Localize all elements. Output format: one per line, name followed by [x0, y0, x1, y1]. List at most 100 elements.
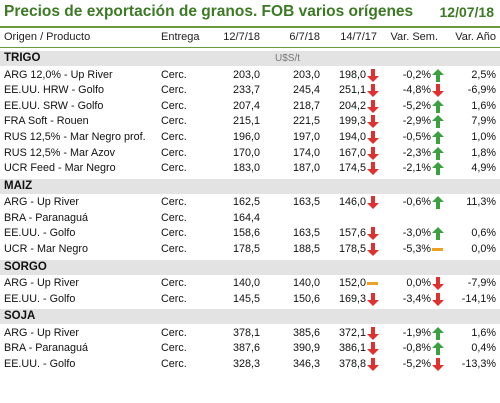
origin-cell: EE.UU. - Golfo — [4, 292, 76, 305]
table-row: EE.UU. HRW - Golfo Cerc. 233,7 245,4 251,1 -4… — [0, 83, 500, 98]
delivery-cell: Cerc. — [161, 243, 187, 255]
arrow-up-icon — [432, 342, 444, 356]
price-date-2: 163,5 — [292, 196, 320, 209]
var-sem-cell: 0,0% — [406, 277, 431, 290]
price-date-3: 378,8 — [338, 358, 366, 370]
price-date-1: 196,0 — [232, 130, 260, 143]
price-date-1: 158,6 — [232, 227, 260, 240]
section-name: SORGO — [4, 260, 47, 273]
origin-cell: RUS 12,5% - Mar Negro prof. — [4, 130, 146, 143]
table-row: ARG - Up River Cerc. 140,0 140,0 152,0 0,0% -7… — [0, 276, 500, 291]
var-sem-cell: -3,0% — [402, 227, 431, 240]
section-header: SOJA — [0, 309, 500, 325]
price-date-3: 152,0 — [338, 277, 366, 290]
col-origin: Origen / Producto — [4, 31, 91, 43]
var-anio-cell: 4,9% — [471, 162, 496, 175]
table-row: BRA - Paranaguá Cerc. 387,6 390,9 386,1 -0,8%… — [0, 341, 500, 356]
origin-cell: BRA - Paranaguá — [4, 342, 89, 355]
origin-cell: EE.UU. - Golfo — [4, 358, 76, 370]
report-header: Precios de exportación de granos. FOB va… — [0, 0, 500, 28]
origin-cell: EE.UU. HRW - Golfo — [4, 84, 104, 97]
var-sem-cell: -4,8% — [402, 84, 431, 97]
price-date-1: 164,4 — [232, 211, 260, 224]
var-anio-cell: 0,4% — [471, 342, 496, 355]
var-sem-cell: -0,5% — [402, 130, 431, 143]
delivery-cell: Cerc. — [161, 358, 187, 370]
var-anio-cell: -6,9% — [467, 84, 496, 97]
section-name: MAIZ — [4, 179, 33, 192]
var-anio-cell: 1,0% — [471, 130, 496, 143]
table-row: BRA - Paranaguá Cerc. 164,4 — [0, 211, 500, 226]
delivery-cell: Cerc. — [161, 99, 187, 112]
table-row: RUS 12,5% - Mar Azov Cerc. 170,0 174,0 167,0… — [0, 146, 500, 161]
origin-cell: ARG 12,0% - Up River — [4, 68, 113, 81]
origin-cell: FRA Soft - Rouen — [4, 115, 89, 128]
delivery-cell: Cerc. — [161, 68, 187, 81]
var-sem-cell: -5,2% — [402, 358, 431, 370]
col-var-anio: Var. Año — [455, 31, 496, 43]
price-date-2: 245,4 — [292, 84, 320, 97]
table-row: EE.UU. - Golfo Cerc. 145,5 150,6 169,3 -3,4% -… — [0, 292, 500, 307]
col-delivery: Entrega — [161, 31, 200, 43]
var-sem-cell: -3,4% — [402, 292, 431, 305]
delivery-cell: Cerc. — [161, 277, 187, 290]
var-sem-cell: -5,3% — [402, 243, 431, 255]
var-sem-cell: -0,6% — [402, 196, 431, 209]
arrow-up-icon — [432, 130, 444, 144]
table-row: ARG - Up River Cerc. 378,1 385,6 372,1 -1,9% 1… — [0, 326, 500, 341]
section-name: SOJA — [4, 310, 36, 323]
price-date-2: 188,5 — [292, 243, 320, 255]
arrow-down-icon — [367, 162, 379, 176]
var-anio-cell: 7,9% — [471, 115, 496, 128]
delivery-cell: Cerc. — [161, 342, 187, 355]
delivery-cell: Cerc. — [161, 326, 187, 339]
price-date-3: 198,0 — [338, 68, 366, 81]
arrow-up-icon — [432, 196, 444, 210]
delivery-cell: Cerc. — [161, 115, 187, 128]
arrow-up-icon — [432, 227, 444, 241]
price-date-3: 146,0 — [338, 196, 366, 209]
col-date-2: 6/7/18 — [289, 31, 320, 43]
section-header: MAIZ — [0, 178, 500, 194]
price-date-2: 150,6 — [292, 292, 320, 305]
price-date-1: 183,0 — [232, 162, 260, 175]
price-date-1: 378,1 — [232, 326, 260, 339]
price-date-1: 328,3 — [232, 358, 260, 370]
origin-cell: RUS 12,5% - Mar Azov — [4, 146, 116, 159]
price-date-3: 169,3 — [338, 292, 366, 305]
price-date-2: 140,0 — [292, 277, 320, 290]
arrow-down-icon — [367, 146, 379, 160]
delivery-cell: Cerc. — [161, 227, 187, 240]
arrow-up-icon — [432, 146, 444, 160]
no-change-icon — [432, 248, 443, 251]
arrow-down-icon — [367, 243, 379, 256]
table-row: ARG - Up River Cerc. 162,5 163,5 146,0 -0,6% 1… — [0, 195, 500, 210]
table-row: EE.UU. - Golfo Cerc. 328,3 346,3 378,8 -5,2% -… — [0, 357, 500, 372]
table-row: EE.UU. - Golfo Cerc. 158,6 163,5 157,6 -3,0% 0… — [0, 226, 500, 241]
arrow-down-icon — [367, 99, 379, 113]
arrow-down-icon — [367, 342, 379, 356]
arrow-down-icon — [367, 326, 379, 340]
price-date-3: 386,1 — [338, 342, 366, 355]
var-sem-cell: -5,2% — [402, 99, 431, 112]
price-date-2: 346,3 — [292, 358, 320, 370]
price-date-1: 145,5 — [232, 292, 260, 305]
var-anio-cell: 2,5% — [471, 68, 496, 81]
price-date-3: 167,0 — [338, 146, 366, 159]
price-date-1: 162,5 — [232, 196, 260, 209]
origin-cell: ARG - Up River — [4, 196, 79, 209]
delivery-cell: Cerc. — [161, 84, 187, 97]
var-anio-cell: -7,9% — [467, 277, 496, 290]
arrow-up-icon — [432, 326, 444, 340]
report-title: Precios de exportación de granos. FOB va… — [4, 3, 414, 20]
table-row: ARG 12,0% - Up River Cerc. 203,0 203,0 198,0… — [0, 68, 500, 83]
var-sem-cell: -0,2% — [402, 68, 431, 81]
price-date-1: 387,6 — [232, 342, 260, 355]
arrow-up-icon — [432, 68, 444, 82]
price-date-2: 163,5 — [292, 227, 320, 240]
price-date-1: 203,0 — [232, 68, 260, 81]
var-anio-cell: 1,6% — [471, 99, 496, 112]
col-date-1: 12/7/18 — [223, 31, 260, 43]
origin-cell: EE.UU. - Golfo — [4, 227, 76, 240]
price-date-1: 140,0 — [232, 277, 260, 290]
